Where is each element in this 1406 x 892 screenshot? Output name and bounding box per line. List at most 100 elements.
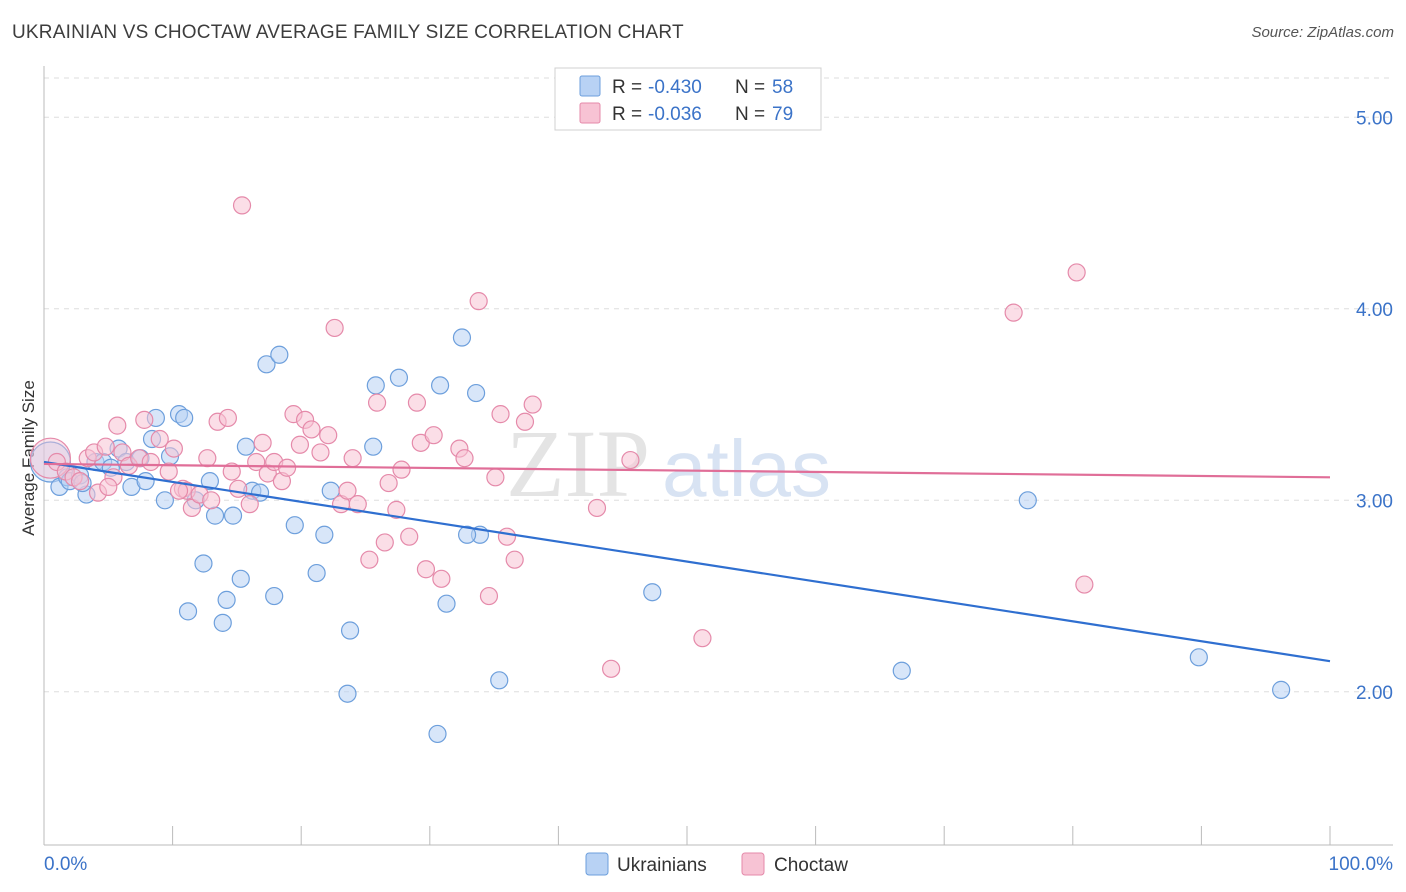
ukrainian-point — [437, 594, 456, 613]
watermark: ZIP atlas — [506, 410, 831, 517]
choctaw-point — [469, 292, 488, 311]
legend-choctaw-swatch[interactable] — [741, 852, 765, 876]
choctaw-point — [218, 408, 237, 428]
choctaw-point — [277, 458, 297, 477]
choctaw-point — [343, 449, 362, 468]
choctaw-point — [1004, 303, 1023, 322]
ukrainian-point — [231, 569, 250, 588]
choctaw-trend-line — [43, 462, 1331, 479]
choctaw-point — [311, 443, 330, 462]
choctaw-point — [99, 477, 118, 496]
legend-choctaw-label[interactable]: Choctaw — [774, 855, 848, 876]
choctaw-point — [240, 495, 259, 514]
ukrainian-point — [200, 472, 219, 491]
choctaw-point — [135, 410, 154, 429]
choctaw-point — [621, 450, 640, 470]
choctaw-point — [232, 196, 252, 215]
x-tick-label-min: 0.0% — [44, 854, 87, 875]
axes — [43, 66, 1393, 846]
ukrainian-point — [340, 621, 360, 640]
legend-ukrainians-swatch[interactable] — [585, 852, 609, 876]
y-tick-label: 3.00 — [1356, 491, 1393, 512]
ukrainians-r-value: -0.430 — [648, 77, 702, 98]
choctaw-point — [338, 481, 357, 500]
choctaw-point — [141, 452, 160, 472]
choctaw-point — [602, 659, 621, 678]
choctaw-point — [348, 495, 367, 514]
choctaw-point — [290, 435, 310, 454]
choctaw-point — [432, 569, 451, 588]
choctaw-point — [222, 462, 241, 481]
x-tick-labels: 0.0% 100.0% — [44, 854, 1393, 875]
trend-lines — [43, 460, 1331, 663]
ukrainian-point — [178, 602, 198, 621]
ukrainian-point — [223, 506, 243, 525]
watermark-atlas: atlas — [662, 424, 831, 513]
ukrainian-point — [364, 437, 383, 456]
grid-lines — [44, 77, 1393, 693]
y-tick-labels: 2.00 3.00 4.00 5.00 — [1356, 108, 1393, 704]
ukrainian-point — [175, 408, 194, 428]
choctaw-point — [325, 318, 344, 338]
ukrainian-point — [457, 525, 477, 544]
choctaw-point — [319, 426, 338, 445]
ukrainian-point — [270, 345, 289, 364]
ukrainian-point — [430, 376, 450, 395]
choctaw-n-value: 79 — [772, 104, 793, 125]
choctaw-point — [416, 560, 436, 579]
ukrainian-point — [285, 516, 304, 535]
chart-title: UKRAINIAN VS CHOCTAW AVERAGE FAMILY SIZE… — [12, 22, 684, 43]
choctaw-point — [587, 498, 607, 518]
ukrainians-n-value: 58 — [772, 77, 793, 98]
choctaw-point — [523, 395, 542, 414]
choctaw-point — [455, 449, 474, 468]
choctaw-point — [229, 479, 248, 498]
series-legend: Ukrainians Choctaw — [585, 852, 848, 876]
ukrainian-point — [155, 491, 174, 510]
ukrainian-point — [389, 368, 409, 387]
choctaw-r-label: R = — [612, 104, 642, 125]
ukrainian-point — [1018, 491, 1037, 510]
ukrainians-n-label: N = — [735, 77, 765, 98]
choctaw-point — [96, 437, 115, 456]
source-label: Source: ZipAtlas.com — [1251, 24, 1394, 41]
ukrainians-points — [29, 328, 1291, 744]
choctaw-points — [29, 196, 1094, 678]
choctaw-point — [392, 460, 411, 479]
choctaw-point — [505, 550, 524, 569]
choctaw-point — [367, 393, 387, 412]
choctaw-point — [479, 586, 499, 606]
choctaw-r-value: -0.036 — [648, 104, 702, 125]
choctaw-point — [159, 462, 178, 481]
ukrainians-legend-swatch — [579, 75, 601, 97]
choctaw-point — [693, 629, 712, 648]
legend-ukrainians-label[interactable]: Ukrainians — [617, 855, 707, 876]
choctaw-point — [1067, 263, 1086, 282]
ukrainian-point — [892, 661, 911, 680]
choctaw-point — [360, 550, 379, 569]
ukrainian-point — [1189, 648, 1208, 667]
ukrainian-point — [205, 506, 225, 525]
choctaw-point — [150, 429, 169, 449]
ukrainian-point — [1272, 680, 1291, 699]
choctaw-point — [497, 527, 517, 546]
y-axis-title: Average Family Size — [19, 380, 38, 536]
choctaw-point — [515, 412, 535, 431]
y-tick-label: 5.00 — [1356, 108, 1393, 129]
ukrainian-point — [217, 590, 236, 609]
ukrainian-point — [307, 563, 326, 583]
choctaw-point — [407, 393, 427, 412]
ukrainian-point — [428, 724, 447, 744]
choctaw-point — [375, 533, 394, 552]
ukrainian-point — [257, 355, 276, 374]
ukrainian-point — [490, 671, 509, 690]
choctaw-legend-swatch — [579, 102, 601, 124]
ukrainian-point — [366, 376, 385, 395]
y-tick-label: 4.00 — [1356, 300, 1393, 321]
ukrainian-point — [338, 684, 357, 703]
y-tick-label: 2.00 — [1356, 683, 1393, 704]
choctaw-n-label: N = — [735, 104, 765, 125]
stats-legend: R = -0.430 N = 58 R = -0.036 N = 79 — [554, 67, 822, 131]
choctaw-point — [486, 468, 505, 487]
